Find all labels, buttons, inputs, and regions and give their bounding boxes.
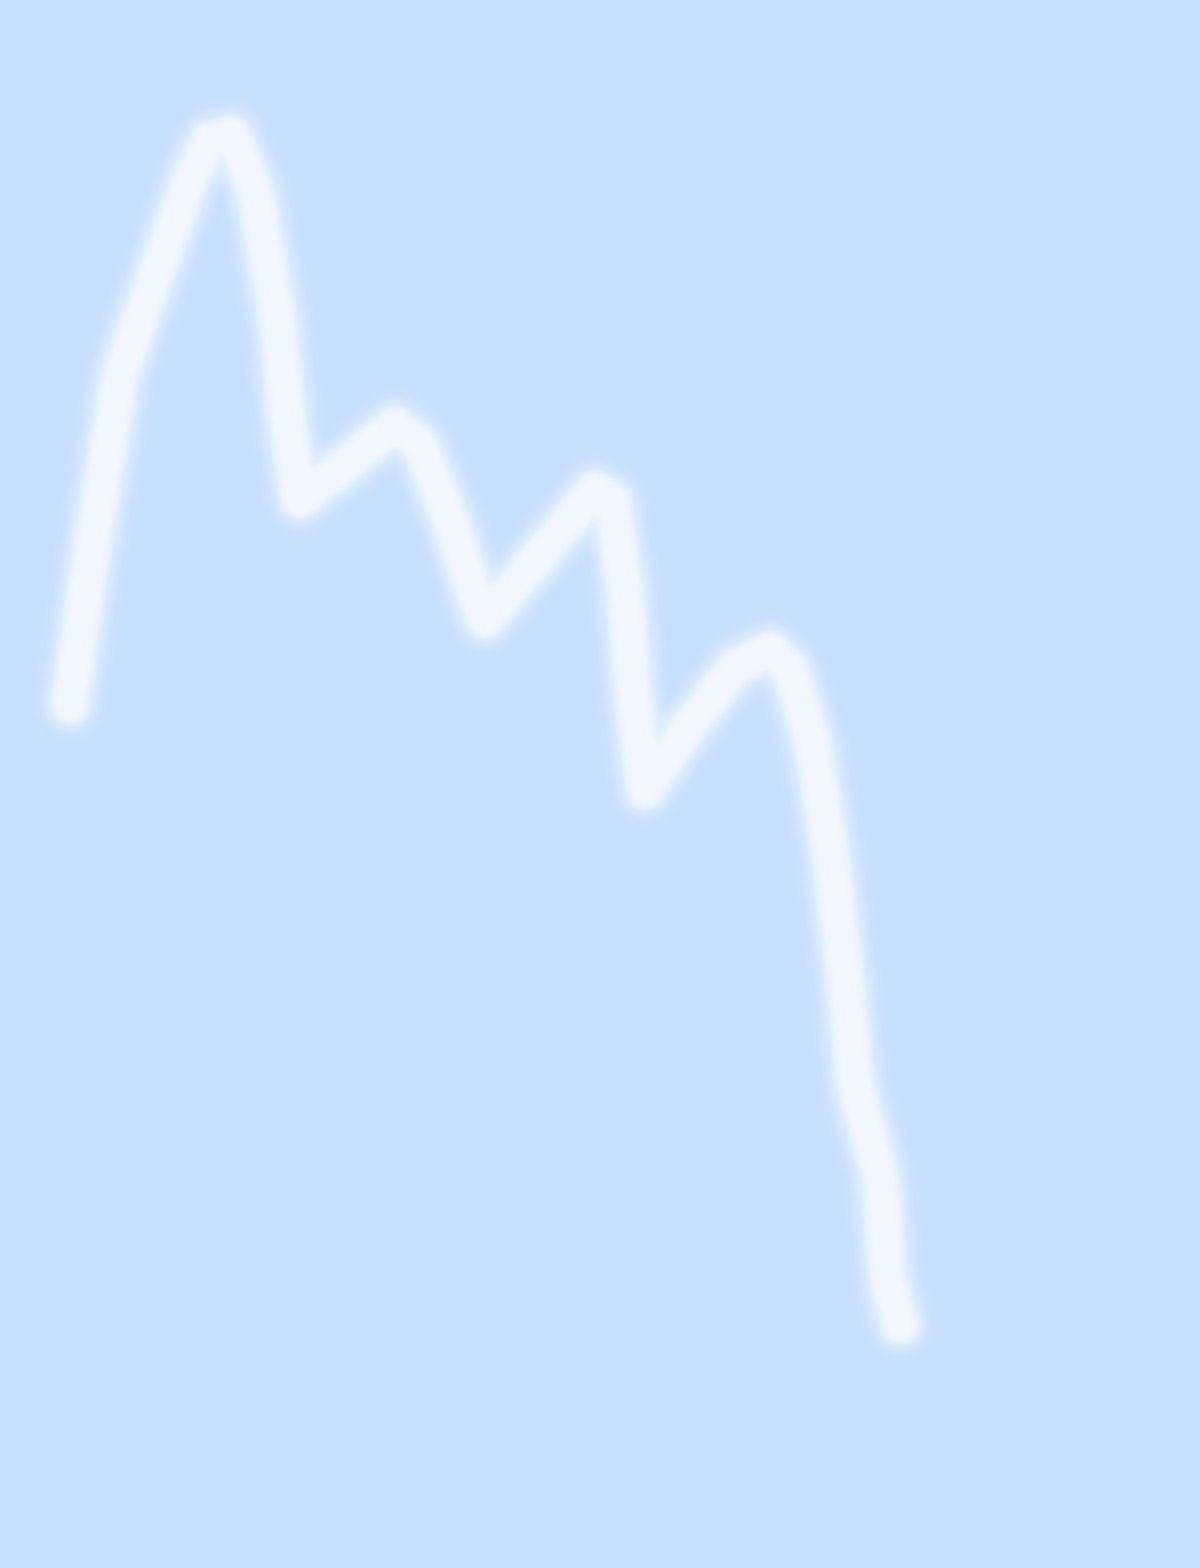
brush-stroke <box>44 109 926 1351</box>
